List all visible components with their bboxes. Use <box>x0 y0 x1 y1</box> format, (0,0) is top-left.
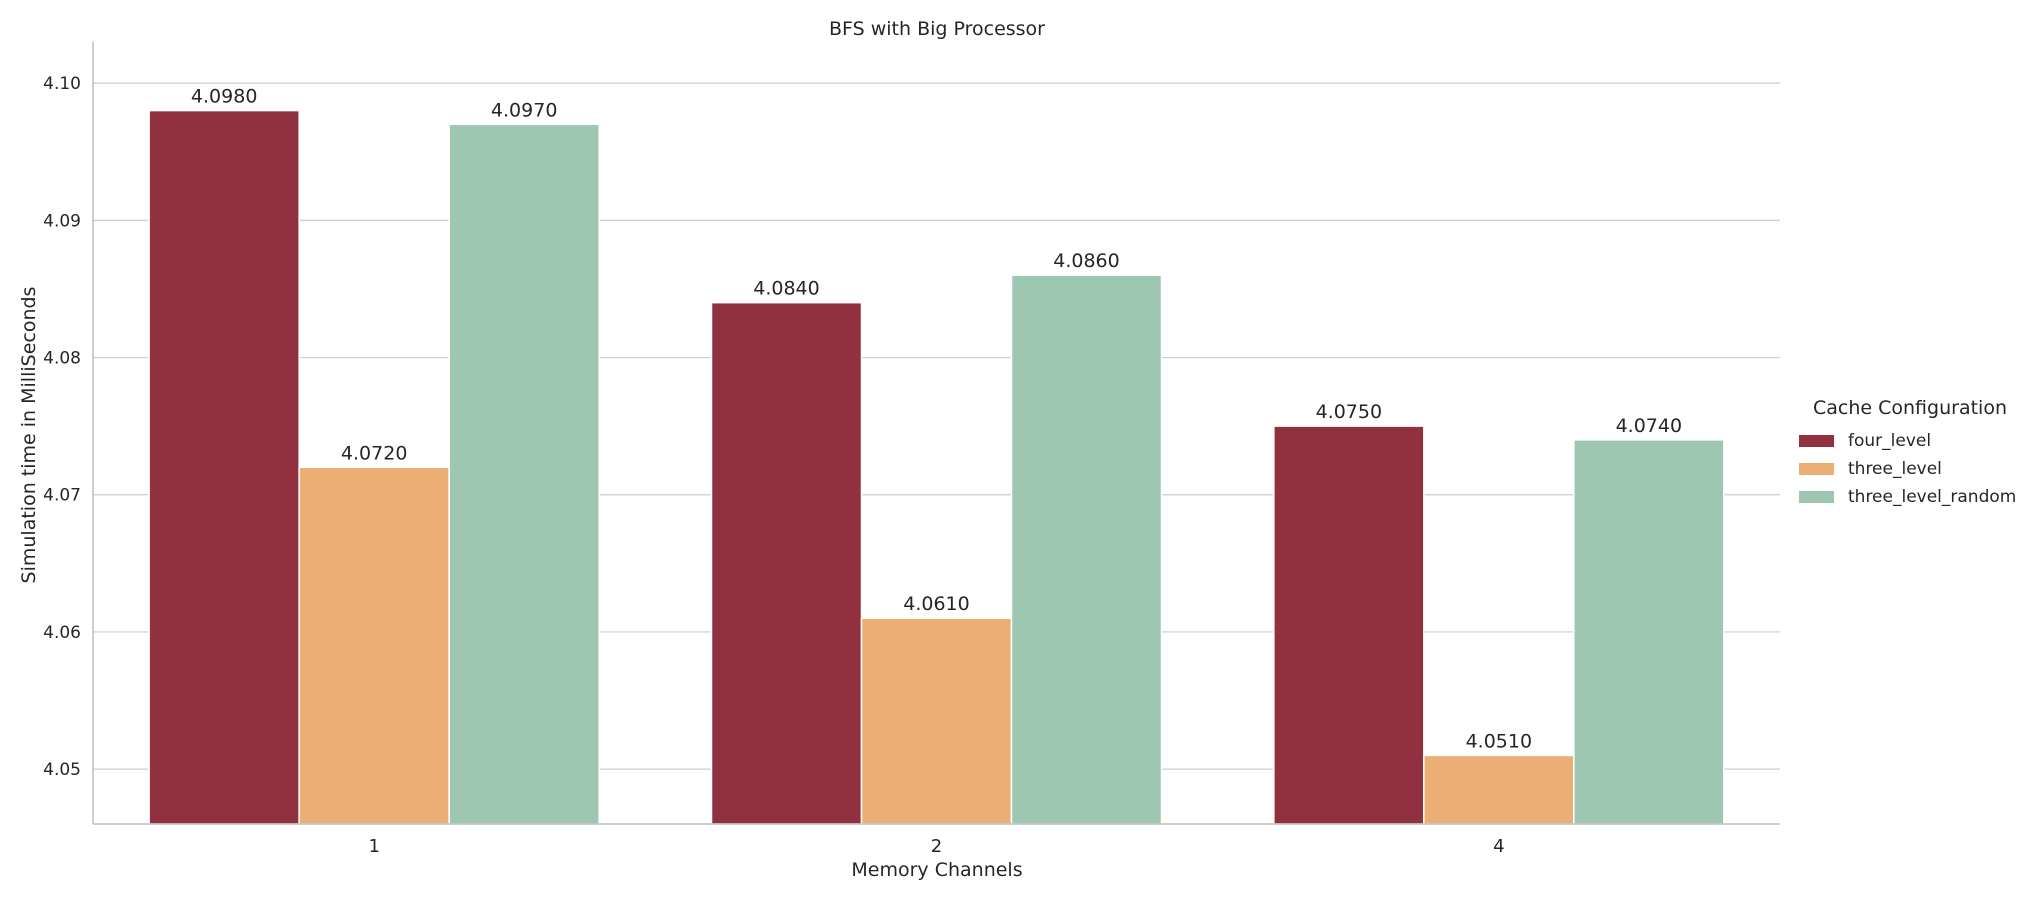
bar-value-label: 4.0740 <box>1616 415 1682 437</box>
bar-value-label: 4.0980 <box>191 86 257 108</box>
bar-value-label: 4.0860 <box>1053 250 1119 272</box>
bar-value-label: 4.0510 <box>1466 730 1532 752</box>
y-tick-label: 4.08 <box>43 349 81 369</box>
bar-three_level_random <box>1573 439 1725 825</box>
y-tick-label: 4.09 <box>43 211 81 231</box>
legend-swatch-three_level <box>1799 463 1834 475</box>
bar-value-label: 4.0610 <box>903 593 969 615</box>
legend: Cache Configuration four_level three_leve… <box>1799 397 2016 507</box>
chart-title: BFS with Big Processor <box>829 18 1045 40</box>
y-tick-label: 4.06 <box>43 623 81 643</box>
bar-four_level <box>1273 425 1425 825</box>
x-tick-label: 4 <box>1493 836 1504 857</box>
legend-swatch-three_level_random <box>1799 491 1834 503</box>
bar-three_level <box>298 466 450 825</box>
bar-value-label: 4.0970 <box>491 99 557 121</box>
legend-swatch-four_level <box>1799 435 1834 447</box>
bar-three_level_random <box>1010 274 1163 825</box>
bar-value-label: 4.0720 <box>341 442 407 464</box>
y-tick-label: 4.07 <box>43 486 81 506</box>
bar-three_level <box>860 617 1013 825</box>
y-tick-label: 4.05 <box>43 760 81 780</box>
bar-four_level <box>710 301 863 825</box>
bar-labels: 4.0980 4.0720 4.0970 4.0840 4.0610 4.0860 4.07… <box>191 86 1682 753</box>
legend-items: four_level three_level three_level_random <box>1799 431 2016 507</box>
legend-label: three_level <box>1848 459 1942 479</box>
x-tick-label: 2 <box>931 836 942 857</box>
bar-value-label: 4.0840 <box>753 278 819 300</box>
axes <box>92 42 1780 825</box>
bar-three_level <box>1423 754 1575 825</box>
bar-value-label: 4.0750 <box>1316 401 1382 423</box>
bar-three_level_random <box>448 123 600 825</box>
x-tick-label: 1 <box>368 836 379 857</box>
legend-label: three_level_random <box>1848 487 2016 507</box>
y-tick-label: 4.10 <box>43 74 81 94</box>
bars <box>148 109 1725 825</box>
legend-title: Cache Configuration <box>1813 397 2007 419</box>
legend-label: four_level <box>1848 431 1931 451</box>
y-axis-title: Simulation time in MilliSeconds <box>18 287 40 584</box>
x-axis-title: Memory Channels <box>851 859 1022 881</box>
x-ticks: 1 2 4 <box>368 836 1504 857</box>
bar-four_level <box>148 109 300 825</box>
y-ticks: 4.05 4.06 4.07 4.08 4.09 4.10 <box>43 74 81 780</box>
